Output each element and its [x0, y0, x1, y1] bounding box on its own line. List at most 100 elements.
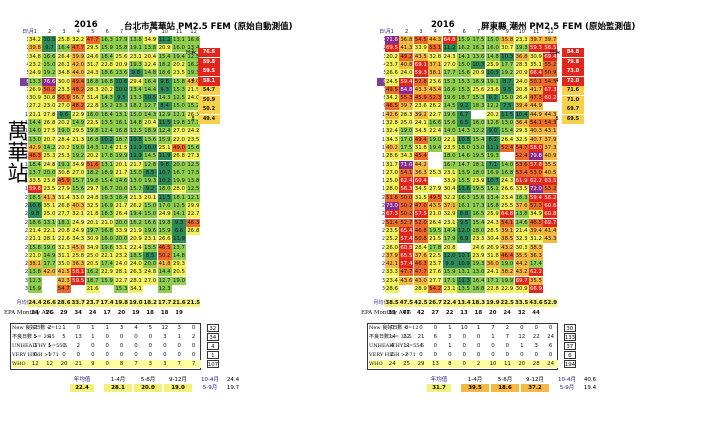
- monthly-avg-cell: 19.8: [114, 299, 129, 308]
- data-cell: 22.7: [186, 210, 201, 219]
- data-cell: 18.6: [28, 218, 42, 227]
- monthly-avg-cell: 21.5: [186, 299, 201, 308]
- stats-cell: 0: [433, 343, 438, 350]
- stats-cell: 0: [100, 360, 115, 369]
- stats-cell: 3: [534, 343, 538, 350]
- stats-cell: 1: [105, 325, 109, 332]
- data-cell: 25.3: [42, 152, 57, 161]
- data-cell: 26.9: [28, 85, 42, 94]
- data-cell: 60.8: [543, 210, 558, 219]
- data-cell: 44.3: [543, 110, 558, 119]
- data-cell: 13.1: [100, 160, 114, 169]
- data-cell: 28.1: [42, 235, 57, 244]
- data-cell: 25.9: [485, 210, 500, 219]
- data-cell: 53.0: [529, 168, 543, 177]
- data-cell: 12.8: [485, 119, 500, 127]
- data-cell: 50.9: [543, 69, 558, 78]
- data-cell: 42.0: [71, 60, 86, 69]
- data-cell: 15.5: [457, 177, 471, 186]
- data-cell: 23.5: [385, 226, 399, 235]
- data-cell: 26.2: [128, 202, 143, 210]
- data-cell: 14.6: [457, 152, 471, 161]
- month-header: 3: [419, 29, 423, 35]
- data-cell: 25.3: [428, 168, 443, 177]
- month-header: 11: [533, 29, 540, 35]
- monthly-avg-cell: 18.3: [471, 299, 486, 308]
- data-cell: 19.4: [428, 143, 443, 152]
- data-cell: 16.3: [471, 44, 486, 53]
- data-cell: 62.2: [529, 177, 543, 186]
- data-cell: 48.3: [28, 152, 42, 161]
- data-cell: [543, 244, 557, 252]
- stats-cell: 7: [128, 360, 144, 369]
- data-cell: 16.7: [442, 160, 457, 169]
- data-cell: 47.3: [529, 94, 543, 103]
- data-cell: 11.5: [157, 193, 172, 202]
- data-cell: 34.3: [385, 135, 399, 144]
- data-cell: 36.3: [413, 168, 428, 177]
- data-cell: 25.1: [157, 143, 172, 152]
- year-avg-value: 22.4: [70, 384, 94, 393]
- data-cell: 58.0: [529, 143, 543, 152]
- data-cell: 36.7: [71, 94, 86, 103]
- data-cell: 37.9: [543, 135, 558, 144]
- legend-max-value: 54.7: [198, 86, 220, 95]
- data-cell: 69.7: [543, 218, 558, 227]
- data-cell: 32.3: [56, 243, 71, 252]
- stats-cell: 6: [548, 343, 553, 350]
- stats-total: 107: [206, 360, 219, 369]
- data-cell: 19.0: [428, 135, 443, 144]
- data-cell: 16.3: [100, 36, 114, 44]
- epa-avg-cell: 19: [132, 310, 140, 317]
- monthly-avg-cell: 19.0: [128, 299, 143, 308]
- data-cell: 27.0: [56, 102, 71, 111]
- monthly-avg-cell: 38.5: [385, 299, 399, 308]
- data-cell: 28.4: [56, 135, 71, 144]
- data-cell: 22.1: [42, 226, 57, 235]
- data-cell: 31.4: [56, 193, 71, 202]
- epa-avg-cell: 22: [445, 310, 454, 317]
- data-cell: 8.8: [457, 210, 471, 219]
- data-cell: 21.4: [514, 226, 529, 235]
- data-cell: 14.8: [172, 251, 186, 260]
- data-cell: 43.0: [413, 276, 428, 285]
- legend-max-label: Max: [185, 50, 197, 56]
- data-cell: 13.0: [471, 143, 486, 152]
- data-cell: 20.4: [143, 119, 158, 127]
- data-cell: 46.5: [157, 243, 172, 252]
- stats-total: 34: [206, 333, 219, 342]
- data-cell: 57.4: [399, 260, 414, 269]
- data-cell: 71.6: [385, 36, 399, 44]
- data-cell: 27.8: [42, 110, 57, 119]
- data-cell: 20.9: [514, 69, 529, 78]
- data-cell: 34.8: [56, 69, 71, 78]
- data-cell: 9.2: [485, 94, 500, 103]
- data-cell: 54.1: [399, 168, 414, 177]
- data-cell: 31.8: [485, 251, 500, 260]
- season-label: 5-8月: [140, 377, 156, 384]
- stats-cell: 0: [505, 352, 510, 359]
- data-cell: 17.4: [529, 260, 543, 269]
- stats-label: New 良好日數 <=12: [12, 325, 62, 332]
- data-cell: 42.0: [42, 268, 57, 277]
- data-cell: 34.2: [385, 94, 399, 103]
- data-cell: 24.9: [71, 218, 86, 227]
- data-cell: 76.6: [42, 77, 57, 86]
- data-cell: 31.1: [56, 251, 71, 260]
- data-cell: 9.3: [172, 218, 186, 227]
- monthly-avg-cell: 17.7: [157, 299, 172, 308]
- stats-cell: 3: [177, 325, 181, 332]
- data-cell: 29.3: [172, 260, 186, 269]
- stats-cell: 0: [476, 352, 481, 359]
- stats-total: 194: [563, 360, 576, 369]
- data-cell: 18.0: [85, 110, 100, 119]
- data-cell: 11.5: [500, 110, 515, 119]
- data-cell: [457, 244, 471, 252]
- data-cell: 18.4: [100, 52, 114, 61]
- data-cell: 60.4: [413, 177, 428, 186]
- data-cell: 58.1: [71, 268, 86, 277]
- data-cell: 13.6: [143, 135, 158, 144]
- data-cell: 42.6: [385, 110, 399, 119]
- data-cell: 23.1: [442, 218, 457, 227]
